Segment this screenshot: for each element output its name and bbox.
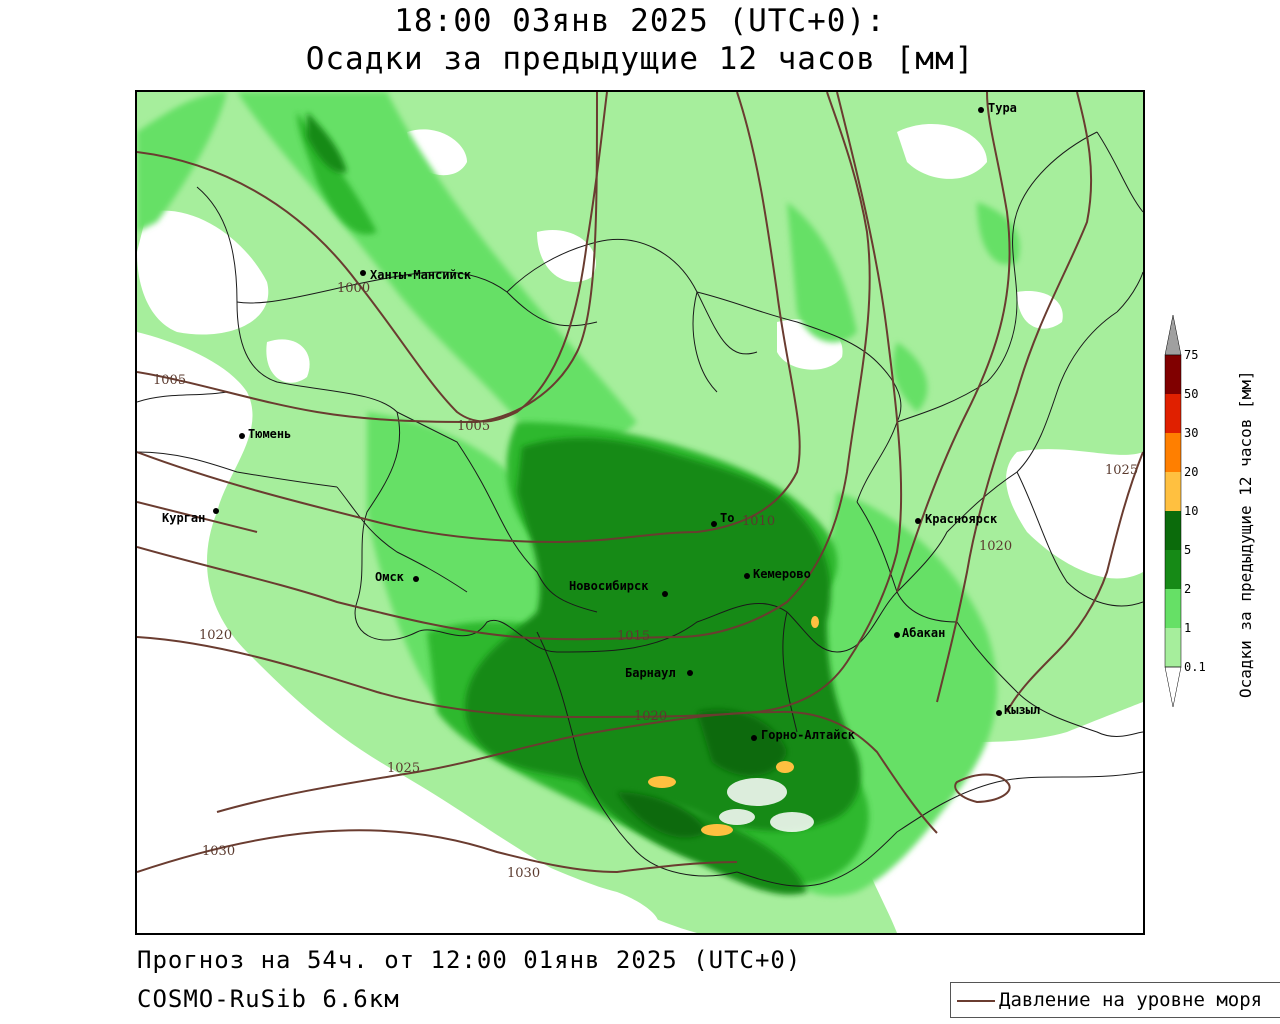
city-label: Тюмень (248, 427, 291, 441)
colorbar-bottom-arrow (1164, 666, 1182, 708)
precip-10-20mm (617, 709, 787, 838)
isobar-label: 1005 (153, 373, 186, 388)
colorbar-cell (1165, 394, 1181, 433)
city-dot (978, 107, 984, 113)
colorbar-frame (1164, 354, 1182, 668)
colorbar-tick: 2 (1184, 582, 1191, 596)
city-dot (213, 508, 219, 514)
isobar-label: 1000 (337, 281, 370, 296)
colorbar-tick: 50 (1184, 387, 1198, 401)
isobar-labels: 1000 1005 1005 1010 1015 1020 1020 1020 … (153, 281, 1138, 881)
city-dot (744, 573, 750, 579)
chart-subtitle: Осадки за предыдущие 12 часов [мм] (305, 41, 975, 77)
city-label: Красноярск (925, 512, 998, 526)
colorbar-cell (1165, 550, 1181, 589)
city-dot (711, 521, 717, 527)
city-label: Тура (988, 101, 1017, 115)
isobar-label: 1005 (457, 419, 490, 434)
city-label: Абакан (902, 626, 945, 640)
no-precip-holes (719, 778, 814, 832)
city-dot (413, 576, 419, 582)
isobar-label: 1020 (634, 709, 667, 724)
isobar-label: 1020 (199, 628, 232, 643)
city-markers: Тура Ханты-Мансийск Тюмень Курган Омск Н… (162, 101, 1040, 742)
colorbar-cell (1165, 589, 1181, 628)
city-dot (996, 710, 1002, 716)
model-name: COSMO-RuSib 6.6км (137, 985, 400, 1013)
pressure-legend-label: Давление на уровне моря (999, 989, 1263, 1011)
colorbar-title: Осадки за предыдущие 12 часов [мм] (1236, 370, 1255, 698)
city-label: Курган (162, 511, 205, 525)
city-label: Ханты-Мансийск (370, 268, 472, 282)
isobar-label: 1030 (507, 866, 540, 881)
city-dot (662, 591, 668, 597)
admin-borders (137, 131, 1143, 887)
isobar-label: 1020 (979, 539, 1012, 554)
colorbar-cell (1165, 511, 1181, 550)
isobar-label: 1015 (617, 629, 650, 644)
colorbar: 75 50 30 20 10 5 2 1 0.1 (1164, 315, 1206, 708)
city-label: Новосибирск (569, 579, 649, 593)
city-label: То (720, 511, 734, 525)
colorbar-tick: 0.1 (1184, 660, 1206, 674)
city-label: Кемерово (753, 567, 811, 581)
isobar-label: 1025 (387, 761, 420, 776)
colorbar-tick: 10 (1184, 504, 1198, 518)
colorbar-cell (1165, 355, 1181, 394)
pressure-legend: Давление на уровне моря (950, 982, 1280, 1018)
city-label: Горно-Алтайск (761, 728, 856, 742)
colorbar-ticks: 75 50 30 20 10 5 2 1 0.1 (1184, 348, 1206, 674)
city-dot (360, 270, 366, 276)
city-label: Барнаул (625, 666, 676, 680)
city-dot (894, 632, 900, 638)
colorbar-tick: 1 (1184, 621, 1191, 635)
city-dot (239, 433, 245, 439)
city-dot (687, 670, 693, 676)
isobar-label: 1030 (202, 844, 235, 859)
city-dot (915, 518, 921, 524)
city-dot (751, 735, 757, 741)
colorbar-tick: 5 (1184, 543, 1191, 557)
colorbar-cell (1165, 433, 1181, 472)
isobar-line-swatch (957, 1000, 995, 1002)
colorbar-top-arrow (1164, 315, 1182, 356)
map-canvas: 1000 1005 1005 1010 1015 1020 1020 1020 … (137, 92, 1143, 933)
precip-orange-spots (648, 616, 819, 836)
isobar-label: 1010 (742, 514, 775, 529)
isobar-label: 1025 (1105, 463, 1138, 478)
forecast-info: Прогноз на 54ч. от 12:00 01янв 2025 (UTC… (137, 946, 802, 974)
precipitation-map: 1000 1005 1005 1010 1015 1020 1020 1020 … (135, 90, 1145, 935)
colorbar-tick: 75 (1184, 348, 1198, 362)
colorbar-cell (1165, 628, 1181, 667)
chart-title: 18:00 03янв 2025 (UTC+0): (394, 3, 886, 39)
city-label: Кызыл (1004, 703, 1040, 717)
colorbar-tick: 30 (1184, 426, 1198, 440)
colorbar-tick: 20 (1184, 465, 1198, 479)
isobars (137, 92, 1143, 874)
city-label: Омск (375, 570, 405, 584)
colorbar-cell (1165, 472, 1181, 511)
